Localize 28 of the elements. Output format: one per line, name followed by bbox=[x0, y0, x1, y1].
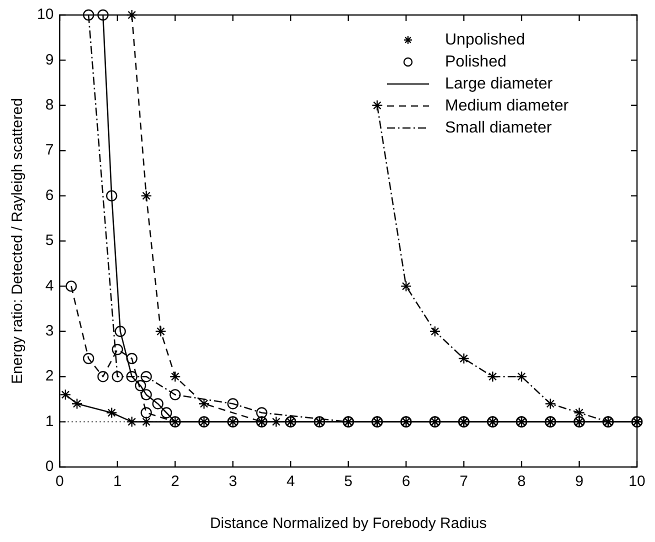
legend-label: Small diameter bbox=[445, 119, 552, 136]
legend-label: Unpolished bbox=[445, 31, 526, 48]
y-tick-label: 8 bbox=[45, 96, 54, 114]
x-tick-label: 9 bbox=[575, 473, 584, 490]
y-tick-label: 6 bbox=[45, 186, 54, 204]
x-axis-title: Distance Normalized by Forebody Radius bbox=[210, 515, 487, 532]
y-tick-label: 3 bbox=[45, 322, 54, 340]
y-axis-title: Energy ratio: Detected / Rayleigh scattered bbox=[9, 98, 26, 384]
x-tick-label: 3 bbox=[228, 473, 238, 490]
x-tick-label: 2 bbox=[170, 473, 180, 490]
y-tick-label: 0 bbox=[45, 458, 54, 476]
y-tick-label: 7 bbox=[45, 142, 54, 159]
y-tick-label: 10 bbox=[36, 6, 54, 24]
y-tick-label: 4 bbox=[45, 277, 54, 294]
x-tick-label: 4 bbox=[286, 473, 295, 490]
x-tick-label: 8 bbox=[517, 473, 526, 490]
y-tick-label: 2 bbox=[45, 368, 54, 385]
x-tick-label: 7 bbox=[460, 473, 468, 490]
x-tick-label: 6 bbox=[402, 473, 410, 490]
x-tick-label: 1 bbox=[113, 473, 122, 490]
y-tick-label: 5 bbox=[45, 232, 54, 250]
legend-label: Large diameter bbox=[445, 75, 554, 92]
y-tick-label: 1 bbox=[45, 412, 54, 430]
x-tick-label: 5 bbox=[344, 473, 353, 490]
y-tick-label: 9 bbox=[45, 51, 54, 68]
legend-label: Medium diameter bbox=[445, 97, 570, 114]
x-tick-label: 10 bbox=[628, 473, 646, 490]
legend-label: Polished bbox=[445, 53, 506, 70]
